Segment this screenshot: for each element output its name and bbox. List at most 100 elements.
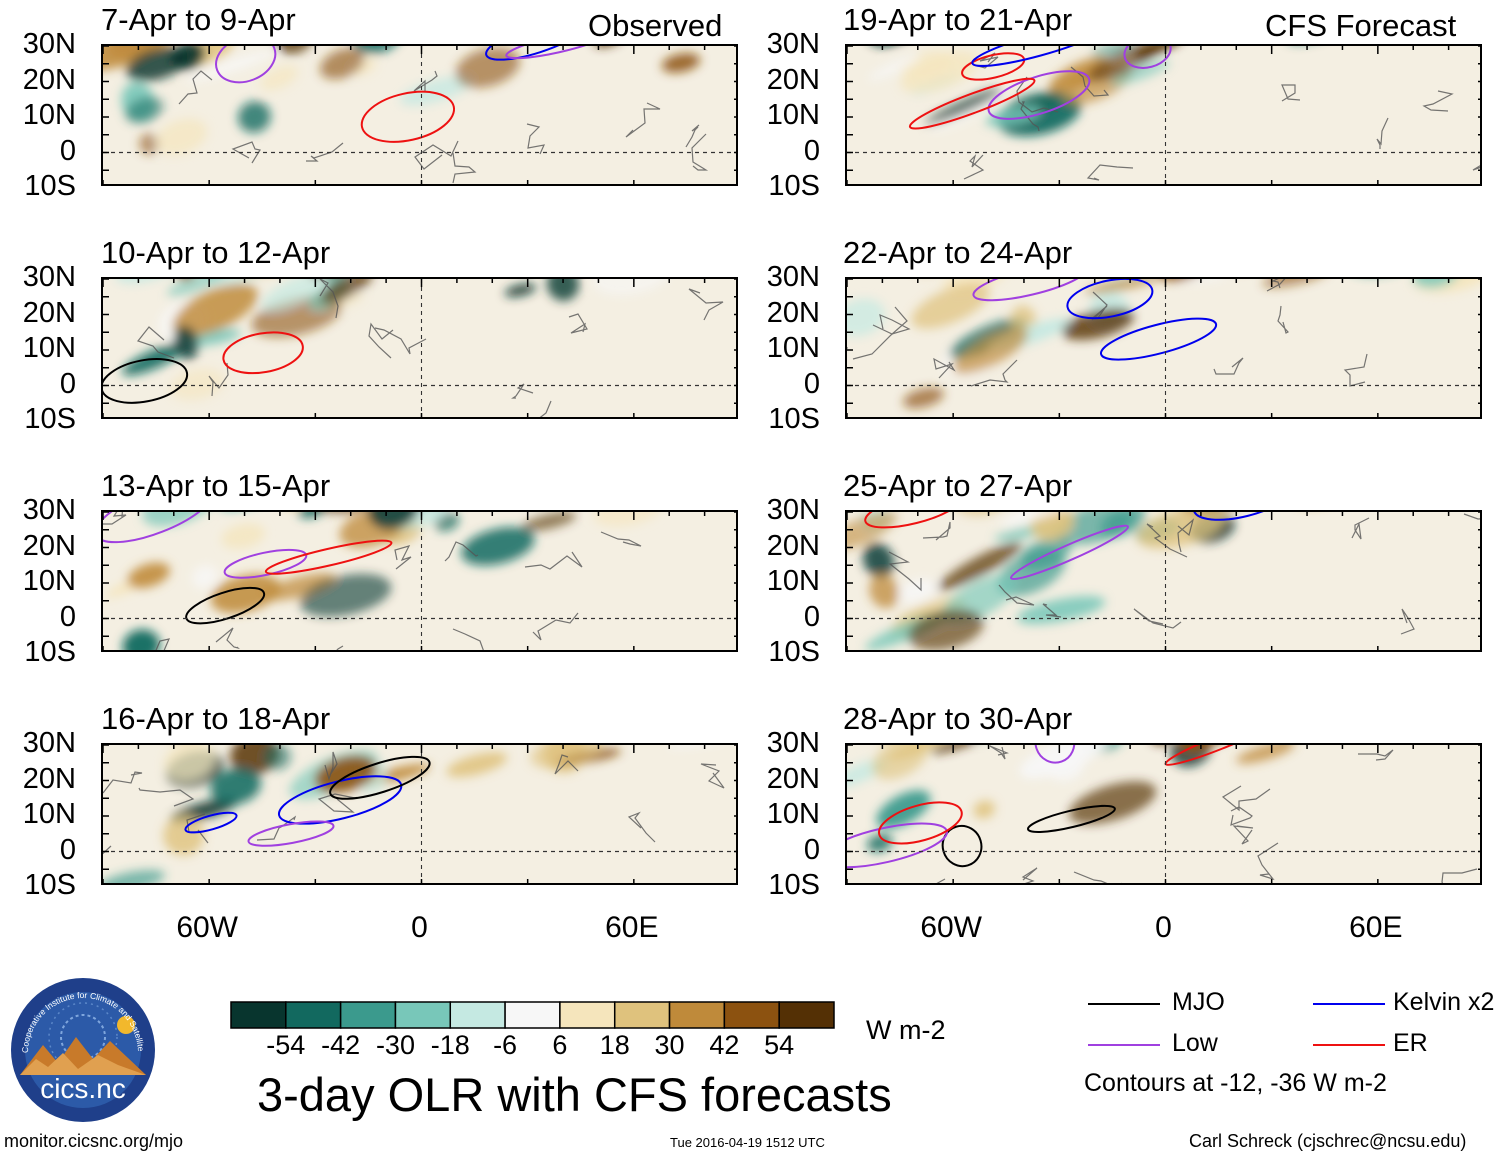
colorbar-swatch xyxy=(504,1001,561,1029)
olr-map-panel xyxy=(101,277,738,419)
coastline xyxy=(1213,357,1244,375)
coastline xyxy=(138,787,195,807)
latitude-label: 10S xyxy=(768,636,820,668)
legend-line-swatch xyxy=(1088,1003,1160,1005)
olr-field xyxy=(847,512,1480,650)
colorbar-swatch xyxy=(285,1001,342,1029)
olr-anomaly-blob xyxy=(924,88,1003,125)
coastline xyxy=(1086,164,1134,181)
coastline xyxy=(155,638,171,650)
coastline xyxy=(1358,749,1394,761)
latitude-label: 30N xyxy=(766,28,820,60)
coastline xyxy=(922,521,951,541)
olr-anomaly-blob xyxy=(210,767,261,805)
colorbar-swatch xyxy=(668,1001,726,1029)
coastline xyxy=(700,763,725,789)
olr-anomaly-blob xyxy=(163,815,205,856)
coastline xyxy=(963,153,985,180)
olr-anomaly-blob xyxy=(902,387,944,409)
olr-anomaly-blob xyxy=(191,565,218,589)
latitude-label: 10S xyxy=(768,869,820,901)
legend-label: Kelvin x2 xyxy=(1393,988,1495,1016)
wave-contour xyxy=(247,820,335,847)
timestamp: Tue 2016-04-19 1512 UTC xyxy=(670,1135,825,1150)
wave-contour xyxy=(864,512,963,529)
olr-anomaly-blob xyxy=(1262,279,1329,288)
wave-contour xyxy=(972,279,1088,302)
legend-line-swatch xyxy=(1313,1003,1385,1005)
olr-anomaly-blob xyxy=(221,523,265,549)
latitude-label: 10N xyxy=(22,798,76,830)
coastline xyxy=(1463,513,1480,520)
coastline xyxy=(1133,608,1182,629)
latitude-label: 0 xyxy=(803,134,820,167)
olr-anomaly-blob xyxy=(942,279,1006,293)
panel-title: 22-Apr to 24-Apr xyxy=(843,235,1073,270)
olr-anomaly-blob xyxy=(127,562,171,589)
olr-field xyxy=(103,745,736,883)
colorbar-tick-label: 54 xyxy=(764,1030,795,1060)
olr-anomaly-blob xyxy=(1068,781,1157,825)
website-link[interactable]: monitor.cicsnc.org/mjo xyxy=(4,1131,184,1151)
latitude-label: 20N xyxy=(766,296,820,329)
latitude-label: 0 xyxy=(803,600,820,633)
olr-anomaly-blob xyxy=(973,800,995,819)
wave-contour xyxy=(222,331,304,375)
colorbar-tick-label: 42 xyxy=(709,1030,740,1060)
olr-anomaly-blob xyxy=(185,50,277,83)
latitude-label: 0 xyxy=(803,833,820,866)
coastline xyxy=(691,133,709,171)
colorbar-swatch xyxy=(339,1001,397,1029)
coastline xyxy=(688,288,724,321)
olr-anomaly-blob xyxy=(593,512,662,527)
coastline xyxy=(1021,867,1038,883)
coastline xyxy=(989,745,1009,760)
panel-title: 19-Apr to 21-Apr xyxy=(843,2,1073,37)
olr-anomaly-blob xyxy=(953,327,1029,374)
observed-header: Observed xyxy=(588,8,723,43)
colorbar-tick-label: -6 xyxy=(493,1030,518,1060)
coastline xyxy=(208,362,229,397)
olr-map-panel xyxy=(845,743,1482,885)
wave-contour xyxy=(1192,512,1294,521)
olr-anomaly-blob xyxy=(167,279,228,297)
latitude-label: 10S xyxy=(24,403,76,435)
olr-anomaly-blob xyxy=(164,745,216,782)
olr-anomaly-blob xyxy=(847,298,885,337)
latitude-label: 10S xyxy=(24,170,76,202)
colorbar-swatch xyxy=(449,1001,506,1029)
olr-anomaly-blob xyxy=(173,325,199,360)
legend-label: Low xyxy=(1172,1029,1218,1057)
olr-anomaly-blob xyxy=(862,543,895,578)
latitude-label: 20N xyxy=(766,529,820,562)
olr-field xyxy=(847,46,1480,184)
olr-field xyxy=(847,279,1480,417)
olr-anomaly-blob xyxy=(122,629,160,650)
latitude-label: 0 xyxy=(59,600,76,633)
coastline xyxy=(1232,825,1254,845)
panel-title: 16-Apr to 18-Apr xyxy=(101,701,331,736)
coastline xyxy=(1042,603,1062,618)
olr-anomaly-blob xyxy=(125,96,164,124)
olr-anomaly-blob xyxy=(155,118,208,156)
coastline xyxy=(1070,66,1110,97)
olr-anomaly-blob xyxy=(937,541,1022,591)
coastline xyxy=(413,70,438,92)
coastline xyxy=(137,326,175,359)
latitude-label: 10N xyxy=(22,332,76,364)
latitude-label: 20N xyxy=(22,296,76,329)
olr-anomaly-blob xyxy=(210,574,281,614)
coastline xyxy=(1221,785,1271,812)
wave-contour xyxy=(1010,524,1129,580)
olr-anomaly-blob xyxy=(299,573,392,617)
latitude-label: 30N xyxy=(22,494,76,526)
latitude-label: 30N xyxy=(766,261,820,293)
panel-title: 28-Apr to 30-Apr xyxy=(843,701,1073,736)
coastline xyxy=(539,400,552,417)
wave-contour xyxy=(908,77,1036,130)
legend-line-swatch xyxy=(1088,1044,1160,1046)
legend-label: MJO xyxy=(1172,988,1225,1016)
olr-anomaly-blob xyxy=(1019,745,1108,779)
colorbar-swatch xyxy=(723,1001,780,1029)
coastline xyxy=(1257,842,1279,881)
